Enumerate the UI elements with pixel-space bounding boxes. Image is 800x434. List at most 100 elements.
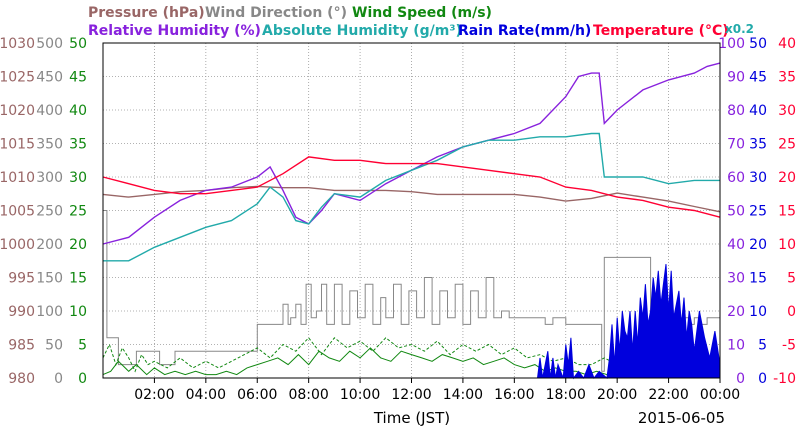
grid — [103, 43, 720, 378]
series-wind-direction — [103, 210, 720, 372]
y-tick-relative-humidity: 10 — [727, 338, 745, 354]
x-tick-label: 00:00 — [700, 387, 740, 403]
series — [102, 62, 721, 380]
y-tick-wind-speed: 30 — [69, 170, 87, 186]
legend-wind-direction: Wind Direction (°) — [205, 5, 347, 21]
series-absolute-humidity — [103, 132, 720, 262]
y-tick-wind-direction: 150 — [36, 271, 63, 287]
y-tick-temperature: 5 — [787, 271, 796, 287]
y-tick-wind-speed: 45 — [69, 70, 87, 86]
x-tick-label: 02:00 — [134, 387, 174, 403]
plot-frame — [102, 42, 721, 379]
legend-temperature: Temperature (°C) — [593, 23, 729, 39]
x-tick-label: 04:00 — [186, 387, 226, 403]
legend-rain-rate: Rain Rate(mm/h) — [458, 23, 591, 39]
legend-pressure: Pressure (hPa) — [88, 5, 205, 21]
y-tick-rain-rate: 5 — [758, 338, 767, 354]
y-tick-pressure: 1005 — [0, 204, 35, 220]
y-tick-wind-direction: 50 — [45, 338, 63, 354]
y-tick-temperature: 15 — [778, 204, 796, 220]
y-tick-relative-humidity: 90 — [727, 70, 745, 86]
x-tick-label: 10:00 — [340, 387, 380, 403]
y-tick-rain-rate: 50 — [749, 36, 767, 52]
legend-wind-speed: Wind Speed (m/s) — [352, 5, 492, 21]
y-tick-wind-speed: 50 — [69, 36, 87, 52]
y-tick-wind-direction: 500 — [36, 36, 63, 52]
y-tick-wind-speed: 5 — [78, 338, 87, 354]
x-tick-label: 12:00 — [391, 387, 431, 403]
y-tick-pressure: 990 — [8, 304, 35, 320]
y-tick-pressure: 1020 — [0, 103, 35, 119]
y-tick-temperature: 25 — [778, 137, 796, 153]
x-tick-label: 20:00 — [597, 387, 637, 403]
y-tick-wind-speed: 0 — [78, 371, 87, 387]
y-tick-relative-humidity: 70 — [727, 137, 745, 153]
y-tick-wind-direction: 350 — [36, 137, 63, 153]
y-tick-wind-speed: 15 — [69, 271, 87, 287]
x-tick-label: 18:00 — [546, 387, 586, 403]
y-tick-wind-speed: 20 — [69, 237, 87, 253]
y-tick-pressure: 1030 — [0, 36, 35, 52]
y-tick-wind-direction: 200 — [36, 237, 63, 253]
y-tick-relative-humidity: 30 — [727, 271, 745, 287]
y-tick-temperature: 0 — [787, 304, 796, 320]
legend-abs-humidity-scale: x0.2 — [725, 22, 754, 36]
y-tick-rain-rate: 30 — [749, 170, 767, 186]
y-tick-rain-rate: 20 — [749, 237, 767, 253]
y-tick-rain-rate: 15 — [749, 271, 767, 287]
y-tick-wind-direction: 400 — [36, 103, 63, 119]
x-tick-label: 06:00 — [237, 387, 277, 403]
y-tick-pressure: 980 — [8, 371, 35, 387]
y-tick-wind-direction: 300 — [36, 170, 63, 186]
y-tick-rain-rate: 0 — [758, 371, 767, 387]
x-tick-label: 14:00 — [443, 387, 483, 403]
legend-relative-humidity: Relative Humidity (%) — [88, 23, 261, 39]
legend: Pressure (hPa) Wind Direction (°) Wind S… — [88, 5, 754, 39]
x-axis-label: Time (JST) — [373, 409, 450, 427]
y-tick-pressure: 995 — [8, 271, 35, 287]
y-tick-temperature: 40 — [778, 36, 796, 52]
y-tick-relative-humidity: 50 — [727, 204, 745, 220]
y-tick-relative-humidity: 40 — [727, 237, 745, 253]
y-tick-temperature: -10 — [773, 371, 796, 387]
y-tick-temperature: 35 — [778, 70, 796, 86]
series-rain-rate-filled — [536, 264, 721, 380]
y-tick-temperature: 30 — [778, 103, 796, 119]
y-tick-pressure: 985 — [8, 338, 35, 354]
x-tick-label: 22:00 — [648, 387, 688, 403]
y-tick-pressure: 1015 — [0, 137, 35, 153]
y-tick-rain-rate: 10 — [749, 304, 767, 320]
y-tick-wind-speed: 10 — [69, 304, 87, 320]
y-tick-wind-direction: 100 — [36, 304, 63, 320]
y-tick-rain-rate: 40 — [749, 103, 767, 119]
y-tick-relative-humidity: 0 — [736, 371, 745, 387]
y-tick-relative-humidity: 20 — [727, 304, 745, 320]
y-tick-wind-direction: 450 — [36, 70, 63, 86]
y-tick-temperature: 10 — [778, 237, 796, 253]
y-tick-temperature: -5 — [782, 338, 796, 354]
series-temperature — [102, 156, 721, 218]
x-tick-label: 08:00 — [288, 387, 328, 403]
y-tick-wind-speed: 25 — [69, 204, 87, 220]
y-tick-temperature: 20 — [778, 170, 796, 186]
y-tick-pressure: 1000 — [0, 237, 35, 253]
x-tick-label: 16:00 — [494, 387, 534, 403]
x-axis: 02:00 04:00 06:00 08:00 10:00 12:00 14:00 16:00… — [134, 378, 740, 403]
y-tick-wind-direction: 250 — [36, 204, 63, 220]
y-tick-pressure: 1010 — [0, 170, 35, 186]
series-wind-speed-dashed — [102, 337, 721, 373]
y-tick-pressure: 1025 — [0, 70, 35, 86]
y-tick-rain-rate: 35 — [749, 137, 767, 153]
legend-absolute-humidity: Absolute Humidity (g/m³) — [262, 23, 462, 39]
y-tick-relative-humidity: 100 — [718, 36, 745, 52]
series-relative-humidity — [102, 62, 721, 245]
y-tick-rain-rate: 45 — [749, 70, 767, 86]
y-tick-relative-humidity: 80 — [727, 103, 745, 119]
y-tick-wind-direction: 0 — [54, 371, 63, 387]
y-tick-wind-speed: 35 — [69, 137, 87, 153]
y-axes: 1030102510201015101010051000995990985980… — [0, 36, 796, 387]
y-tick-relative-humidity: 60 — [727, 170, 745, 186]
y-tick-rain-rate: 25 — [749, 204, 767, 220]
date-label: 2015-06-05 — [638, 409, 725, 427]
